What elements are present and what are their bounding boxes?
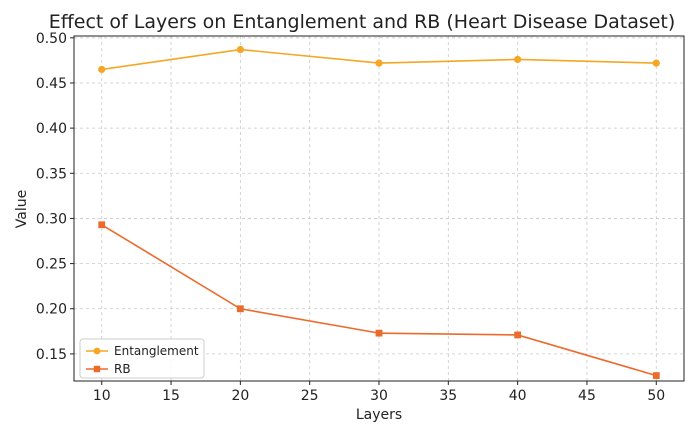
x-axis: 10 15 20 25 30 35 40 45 50 (93, 381, 665, 404)
legend-rb-label: RB (114, 362, 131, 376)
rb-point (652, 372, 660, 379)
grid (74, 36, 684, 381)
y-tick-label: 0.25 (36, 257, 67, 273)
x-tick-label: 35 (439, 388, 457, 404)
entanglement-point (652, 59, 660, 67)
x-tick-label: 15 (162, 388, 180, 404)
y-tick-label: 0.20 (36, 302, 67, 318)
x-tick-label: 40 (509, 388, 527, 404)
legend-box (79, 338, 205, 379)
legend-entanglement-label: Entanglement (114, 344, 199, 358)
rb-point (375, 329, 383, 337)
y-tick-label: 0.15 (36, 347, 67, 363)
chart-title: Effect of Layers on Entanglement and RB … (49, 11, 676, 33)
y-tick-label: 0.35 (36, 166, 67, 182)
legend-entanglement-marker (93, 347, 101, 355)
rb-point (514, 331, 522, 339)
y-axis: 0.15 0.20 0.25 0.30 0.35 0.40 0.45 0.50 (36, 31, 74, 363)
x-tick-label: 50 (647, 388, 665, 404)
x-tick-label: 20 (231, 388, 249, 404)
x-tick-label: 10 (93, 388, 111, 404)
entanglement-point (514, 55, 522, 64)
entanglement-point (236, 45, 244, 54)
series-layer (98, 45, 660, 379)
y-tick-label: 0.30 (36, 211, 67, 227)
x-tick-label: 30 (370, 388, 388, 404)
legend-rb-marker (93, 365, 101, 373)
entanglement-point (98, 65, 106, 74)
y-tick-label: 0.40 (36, 121, 67, 137)
entanglement-point (375, 59, 383, 67)
rb-point (98, 221, 106, 229)
y-axis-label: Value (14, 190, 30, 228)
rb-point (236, 305, 244, 313)
legend: Entanglement RB (79, 338, 205, 379)
y-tick-label: 0.50 (36, 31, 67, 47)
x-tick-label: 25 (301, 388, 319, 404)
x-axis-label: Layers (356, 407, 402, 423)
x-tick-label: 45 (578, 388, 596, 404)
y-tick-label: 0.45 (36, 76, 67, 92)
plot-frame (73, 35, 685, 382)
